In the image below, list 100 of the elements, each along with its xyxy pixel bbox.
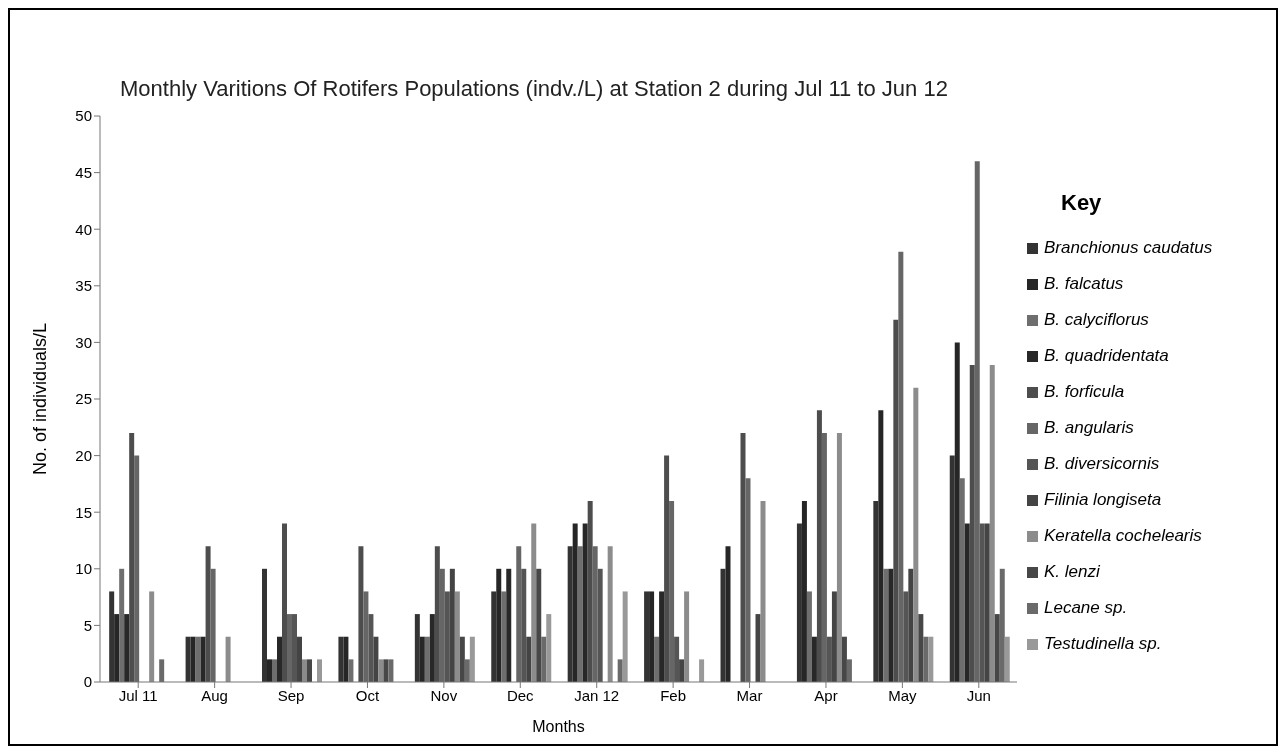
bar xyxy=(898,251,904,682)
bar xyxy=(449,568,455,682)
bar xyxy=(526,636,532,682)
bar xyxy=(368,614,374,682)
bar xyxy=(159,659,165,682)
bar xyxy=(587,500,593,682)
bar xyxy=(109,591,115,682)
bar xyxy=(287,614,292,682)
bar xyxy=(434,546,440,682)
legend-label: B. calyciflorus xyxy=(1044,310,1149,330)
x-tick-label: Sep xyxy=(277,686,305,704)
x-tick-label: Jan 12 xyxy=(574,686,620,704)
bar xyxy=(129,432,135,682)
bar xyxy=(979,523,985,682)
chart-title: Monthly Varitions Of Rotifers Populations (indv./L) at Station 2 during Jul 11 to Jun 12 xyxy=(120,76,948,102)
bar xyxy=(317,659,322,682)
y-tick-label: 0 xyxy=(83,673,92,691)
bar xyxy=(659,591,665,682)
y-tick-label: 5 xyxy=(83,616,92,634)
x-tick-label: Apr xyxy=(814,686,838,704)
bar xyxy=(796,523,802,682)
bar xyxy=(745,478,751,682)
bar xyxy=(444,591,450,682)
bar xyxy=(923,636,929,682)
bar xyxy=(893,319,899,682)
bar xyxy=(541,636,547,682)
bar xyxy=(439,568,445,682)
bar xyxy=(262,568,267,682)
bar xyxy=(149,591,155,682)
bar xyxy=(297,636,302,682)
x-tick-label: Oct xyxy=(355,686,380,704)
x-tick-label: Nov xyxy=(430,686,458,704)
bar xyxy=(964,523,970,682)
bar xyxy=(908,568,914,682)
bar xyxy=(597,568,603,682)
bar xyxy=(969,365,975,682)
bar xyxy=(414,614,420,682)
bar xyxy=(878,410,884,682)
bar xyxy=(277,636,282,682)
bar xyxy=(429,614,435,682)
bar xyxy=(888,568,894,682)
legend-label: K. lenzi xyxy=(1044,562,1100,582)
bar xyxy=(913,387,919,682)
bar xyxy=(373,636,379,682)
bar xyxy=(210,568,216,682)
bar xyxy=(649,591,655,682)
bar xyxy=(124,614,130,682)
bar xyxy=(664,455,670,682)
bar xyxy=(506,568,512,682)
bar xyxy=(363,591,369,682)
bar xyxy=(740,432,746,682)
legend-label: B. angularis xyxy=(1044,418,1134,438)
bar xyxy=(949,455,955,682)
bar xyxy=(679,659,685,682)
bar xyxy=(521,568,527,682)
bar xyxy=(572,523,578,682)
bar xyxy=(267,659,272,682)
bar xyxy=(419,636,425,682)
bar xyxy=(383,659,389,682)
bar xyxy=(831,591,837,682)
x-axis-title: Months xyxy=(532,718,585,735)
legend-label: Filinia longiseta xyxy=(1044,490,1162,510)
bar xyxy=(755,614,761,682)
bar xyxy=(496,568,502,682)
bar xyxy=(903,591,909,682)
bar xyxy=(205,546,211,682)
bar xyxy=(989,365,995,682)
bar xyxy=(546,614,552,682)
bar xyxy=(826,636,832,682)
bar xyxy=(994,614,1000,682)
bar xyxy=(225,636,231,682)
y-tick-label: 45 xyxy=(75,163,92,181)
bar xyxy=(821,432,827,682)
bar xyxy=(928,636,934,682)
bar xyxy=(282,523,287,682)
bar xyxy=(699,659,705,682)
bar xyxy=(185,636,191,682)
legend-label: B. diversicornis xyxy=(1044,454,1160,474)
bar xyxy=(873,500,879,682)
bar xyxy=(464,659,470,682)
y-tick-label: 30 xyxy=(75,333,92,351)
legend-title: Key xyxy=(1061,190,1103,216)
y-tick-label: 40 xyxy=(75,220,92,238)
legend-label: B. quadridentata xyxy=(1044,346,1169,366)
bar xyxy=(669,500,675,682)
legend-label: B. falcatus xyxy=(1044,274,1124,294)
legend-label: B. forficula xyxy=(1044,382,1125,402)
bar xyxy=(200,636,206,682)
bar xyxy=(338,636,344,682)
bar xyxy=(607,546,613,682)
bar xyxy=(999,568,1005,682)
bar xyxy=(954,342,960,682)
x-tick-label: Dec xyxy=(506,686,535,704)
bar xyxy=(622,591,628,682)
bar xyxy=(307,659,312,682)
bar xyxy=(531,523,537,682)
bar xyxy=(1004,636,1010,682)
x-tick-label: Jun xyxy=(966,686,991,704)
bar xyxy=(674,636,680,682)
bar xyxy=(841,636,847,682)
